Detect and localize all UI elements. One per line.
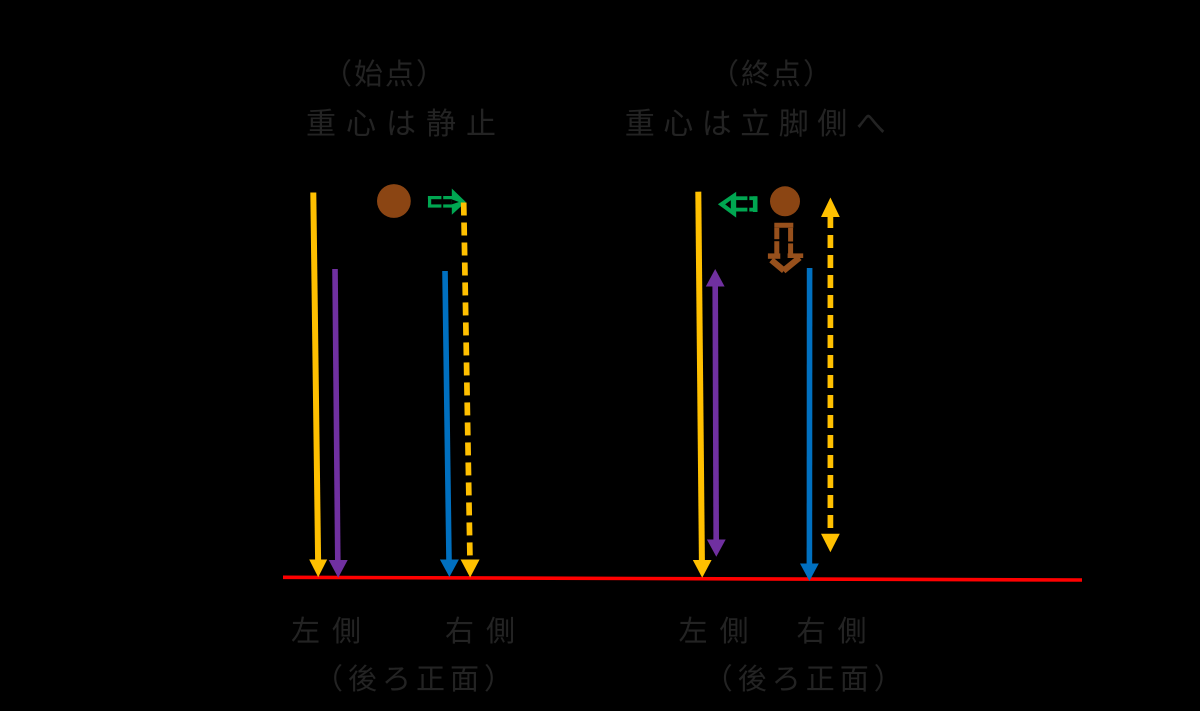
svg-text:重心は静止: 重心は静止 bbox=[306, 108, 506, 141]
svg-text:右側: 右側 bbox=[796, 615, 878, 648]
svg-text:（終点）: （終点） bbox=[710, 58, 834, 91]
svg-text:（後ろ正面）: （後ろ正面） bbox=[314, 663, 518, 696]
svg-text:右側: 右側 bbox=[445, 615, 527, 648]
svg-text:（後ろ正面）: （後ろ正面） bbox=[704, 663, 908, 696]
svg-text:（始点）: （始点） bbox=[323, 58, 447, 91]
svg-text:左側: 左側 bbox=[291, 615, 373, 648]
svg-text:重心は立脚側へ: 重心は立脚側へ bbox=[625, 108, 895, 141]
svg-text:左側: 左側 bbox=[678, 615, 760, 648]
